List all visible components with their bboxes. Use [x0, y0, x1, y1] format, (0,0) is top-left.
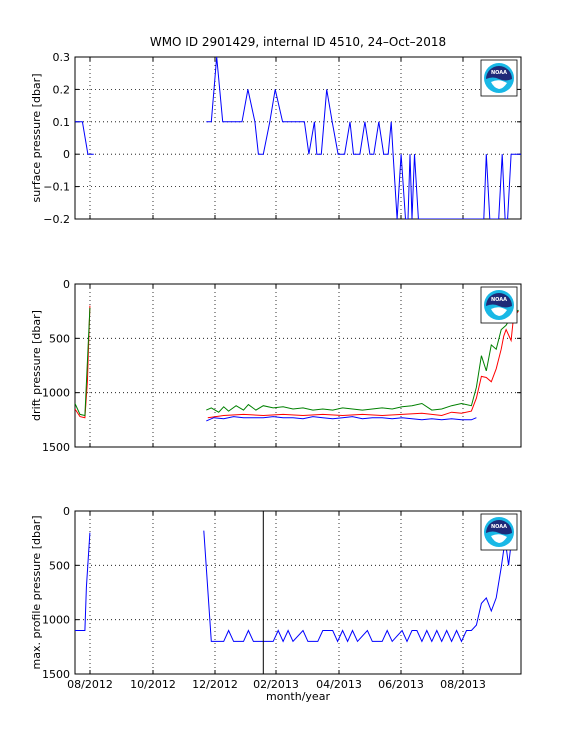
- y-tick-label: 500: [49, 559, 70, 572]
- x-tick-label: 10/2012: [130, 678, 176, 691]
- y-tick-label: 1500: [42, 668, 70, 681]
- y-tick-label: 500: [49, 332, 70, 345]
- x-tick-label: 02/2013: [253, 678, 299, 691]
- logo-gull: [491, 307, 507, 316]
- noaa-logo: NOAA: [480, 59, 518, 97]
- logo-upper-half: [486, 66, 512, 81]
- y-axis-label: surface pressure [dbar]: [30, 74, 43, 203]
- y-tick-label: 0: [63, 278, 70, 291]
- y-tick-label: 0.1: [53, 116, 71, 129]
- x-tick-label: 08/2013: [440, 678, 486, 691]
- noaa-logo: NOAA: [480, 286, 518, 324]
- plot-frame: [74, 56, 522, 220]
- y-tick-label: 0: [63, 505, 70, 518]
- logo-gull: [491, 80, 507, 89]
- x-tick-label: 06/2013: [378, 678, 424, 691]
- plot-frame: [74, 510, 522, 675]
- x-axis-label: month/year: [266, 690, 330, 703]
- noaa-logo: NOAA: [480, 513, 518, 551]
- logo-text: NOAA: [491, 297, 507, 303]
- y-axis-label: drift pressure [dbar]: [30, 310, 43, 421]
- logo-upper-half: [486, 520, 512, 535]
- series-line-0: [75, 57, 521, 219]
- y-tick-label: −0.1: [43, 181, 70, 194]
- y-tick-label: −0.2: [43, 213, 70, 226]
- y-tick-label: 0: [63, 148, 70, 161]
- x-tick-label: 12/2012: [192, 678, 238, 691]
- panel-drift-pressure: 0 500 1000 1500 drift pressure [dbar] NOAA: [30, 278, 522, 454]
- logo-text: NOAA: [491, 70, 507, 76]
- series-line-1: [75, 307, 519, 417]
- chart-title: WMO ID 2901429, internal ID 4510, 24–Oct…: [150, 35, 446, 49]
- logo-gull: [491, 534, 507, 543]
- y-axis-label: max. profile pressure [dbar]: [30, 515, 43, 669]
- series-line-0: [75, 530, 517, 643]
- y-tick-label: 0.2: [53, 83, 71, 96]
- logo-upper-half: [486, 293, 512, 308]
- logo-text: NOAA: [491, 524, 507, 530]
- series-line-0: [75, 305, 519, 419]
- x-tick-label: 04/2013: [316, 678, 362, 691]
- y-tick-label: 1000: [42, 614, 70, 627]
- y-tick-label: 1000: [42, 387, 70, 400]
- x-tick-label: 08/2012: [67, 678, 113, 691]
- plot-frame: [74, 283, 522, 448]
- series-line-2: [206, 416, 477, 422]
- y-tick-label: 1500: [42, 441, 70, 454]
- y-tick-label: 0.3: [53, 51, 71, 64]
